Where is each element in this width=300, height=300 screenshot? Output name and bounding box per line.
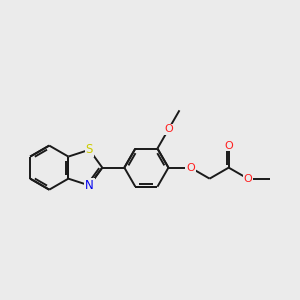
Text: S: S [85, 143, 93, 156]
Text: O: O [224, 141, 233, 151]
Text: O: O [186, 163, 195, 172]
Text: N: N [85, 179, 94, 192]
Text: O: O [243, 174, 252, 184]
Text: O: O [164, 124, 173, 134]
